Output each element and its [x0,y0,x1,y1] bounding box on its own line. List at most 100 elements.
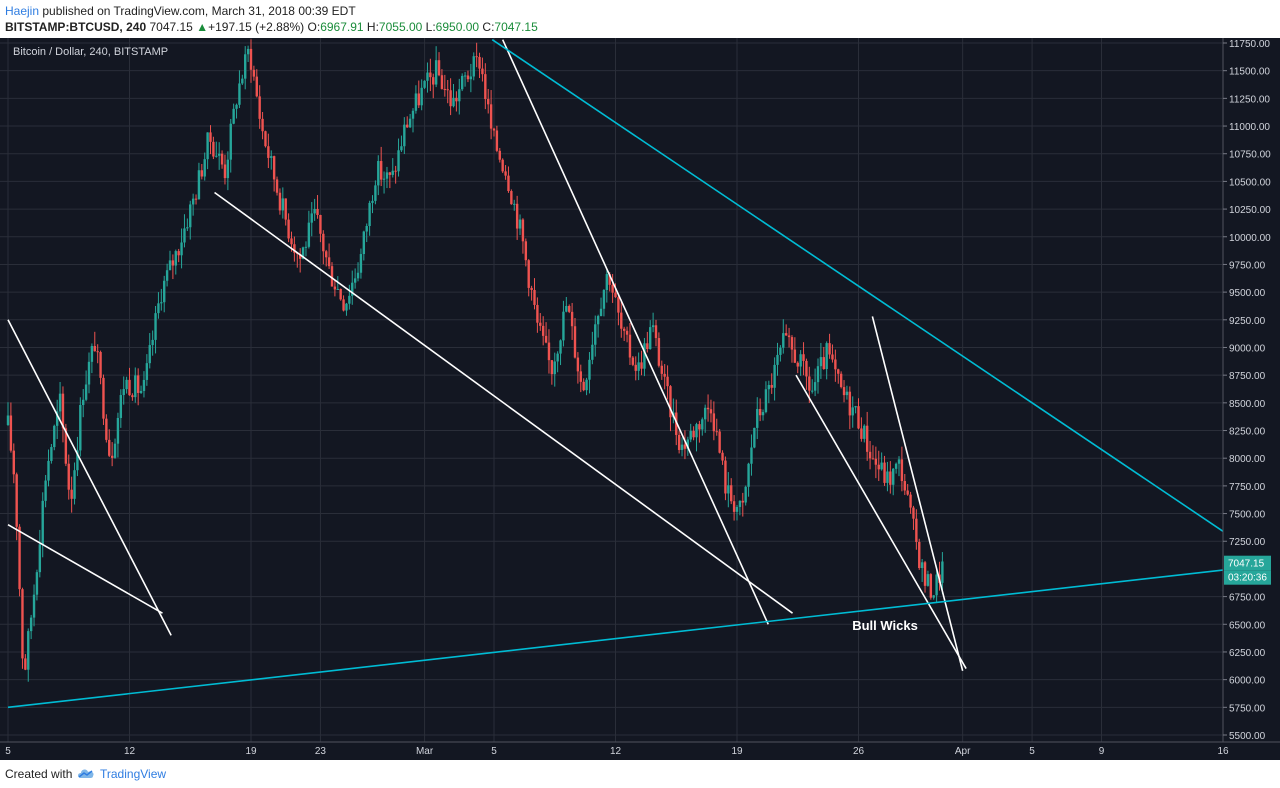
candle-body [174,251,177,266]
candle-body [391,170,394,175]
price-tick-label: 7250.00 [1229,537,1266,548]
candle-body [539,322,542,326]
candle-body [903,481,906,491]
candle-body [770,385,773,388]
candle-body [784,333,788,336]
candle-body [186,227,189,229]
white-trendline [214,191,794,614]
candle-body [105,418,108,440]
candle-body [342,299,345,311]
candle-body [244,54,247,79]
candle-body [481,68,484,75]
time-axis[interactable]: 5 12 19 23 Mar 5 12 19 26 Apr 5 9 16 [5,746,1229,757]
candle-body [293,244,296,253]
candle-body [371,200,374,203]
candle-body [191,198,195,205]
candle-body [935,574,938,596]
candle-body [417,93,420,106]
candle-body [492,128,496,131]
candle-body [325,251,328,258]
candle-body [209,132,212,142]
chart-area[interactable]: 11750.00 11500.00 11250.00 11000.00 10750.00… [0,38,1280,760]
candle-body [591,344,594,360]
candle-body [756,409,759,428]
candle-body [212,141,215,157]
candle-body [753,427,756,448]
author-link[interactable]: Haejin [5,4,40,18]
candle-body [330,266,334,287]
candle-body [860,428,863,439]
candle-body [735,506,739,512]
candle-body [787,335,791,338]
candle-body [238,83,241,105]
candle-body [550,360,554,375]
candle-body [87,361,91,385]
candle-body [229,123,232,160]
white-trendline [501,39,769,625]
price-chart[interactable]: 11750.00 11500.00 11250.00 11000.00 10750.00… [0,38,1280,760]
candle-body [353,278,357,283]
candle-body [73,470,76,499]
candle-body [689,430,692,440]
candle-body [643,343,646,369]
candle-body [822,357,825,370]
candle-body [154,313,157,340]
symbol-name: BITSTAMP:BTCUSD, 240 [5,20,147,34]
candle-body [776,354,779,365]
price-tick-label: 11500.00 [1229,67,1270,78]
candle-body [440,75,444,89]
candle-body [576,357,580,372]
candle-body [611,284,614,293]
candle-body [316,208,319,215]
open-label: O: [307,20,321,34]
candle-body [336,288,339,290]
price-tick-label: 9500.00 [1229,288,1266,299]
candle-body [180,242,183,256]
price-tick-label: 8750.00 [1229,371,1266,382]
candle-body [290,238,293,245]
candle-body [131,395,134,398]
candle-body [18,526,21,590]
time-tick-label: 23 [315,746,327,757]
candle-body [406,124,409,128]
candle-body [304,246,308,248]
tradingview-link[interactable]: TradingView [100,767,167,781]
chart-title: Bitcoin / Dollar, 240, BITSTAMP [13,46,168,58]
white-trendline [7,319,172,636]
candle-body [677,434,681,450]
time-tick-label: 5 [5,746,11,757]
candle-body [585,379,588,391]
candle-body [912,507,915,519]
candle-body [319,214,322,234]
candle-body [359,254,363,273]
candle-body [906,490,909,495]
candle-body [382,178,386,180]
time-tick-label: Apr [955,746,971,757]
price-tags: 7047.15 03:20:36 [1224,555,1271,585]
candle-body [310,213,313,223]
candle-body [686,439,690,449]
candle-body [929,574,933,598]
price-tick-label: 10750.00 [1229,150,1271,161]
candle-body [608,274,611,285]
candle-body [203,159,206,177]
candle-body [478,56,481,69]
candle-body [579,371,582,382]
candle-body [29,617,33,632]
candle-body [692,430,695,438]
candle-body [654,325,658,339]
candle-body [168,260,172,271]
candle-body [559,340,562,354]
candle-body [628,334,632,358]
candle-body [157,303,160,314]
price-axis[interactable]: 11750.00 11500.00 11250.00 11000.00 10750.00… [1223,39,1271,742]
candle-body [721,452,724,461]
candle-body [570,311,574,327]
candle-body [446,89,449,91]
candle-body [281,198,285,211]
candle-body [524,241,528,261]
price-tick-label: 7500.00 [1229,510,1266,521]
candle-body [622,328,626,331]
candle-body [217,153,221,156]
candle-body [44,480,47,501]
